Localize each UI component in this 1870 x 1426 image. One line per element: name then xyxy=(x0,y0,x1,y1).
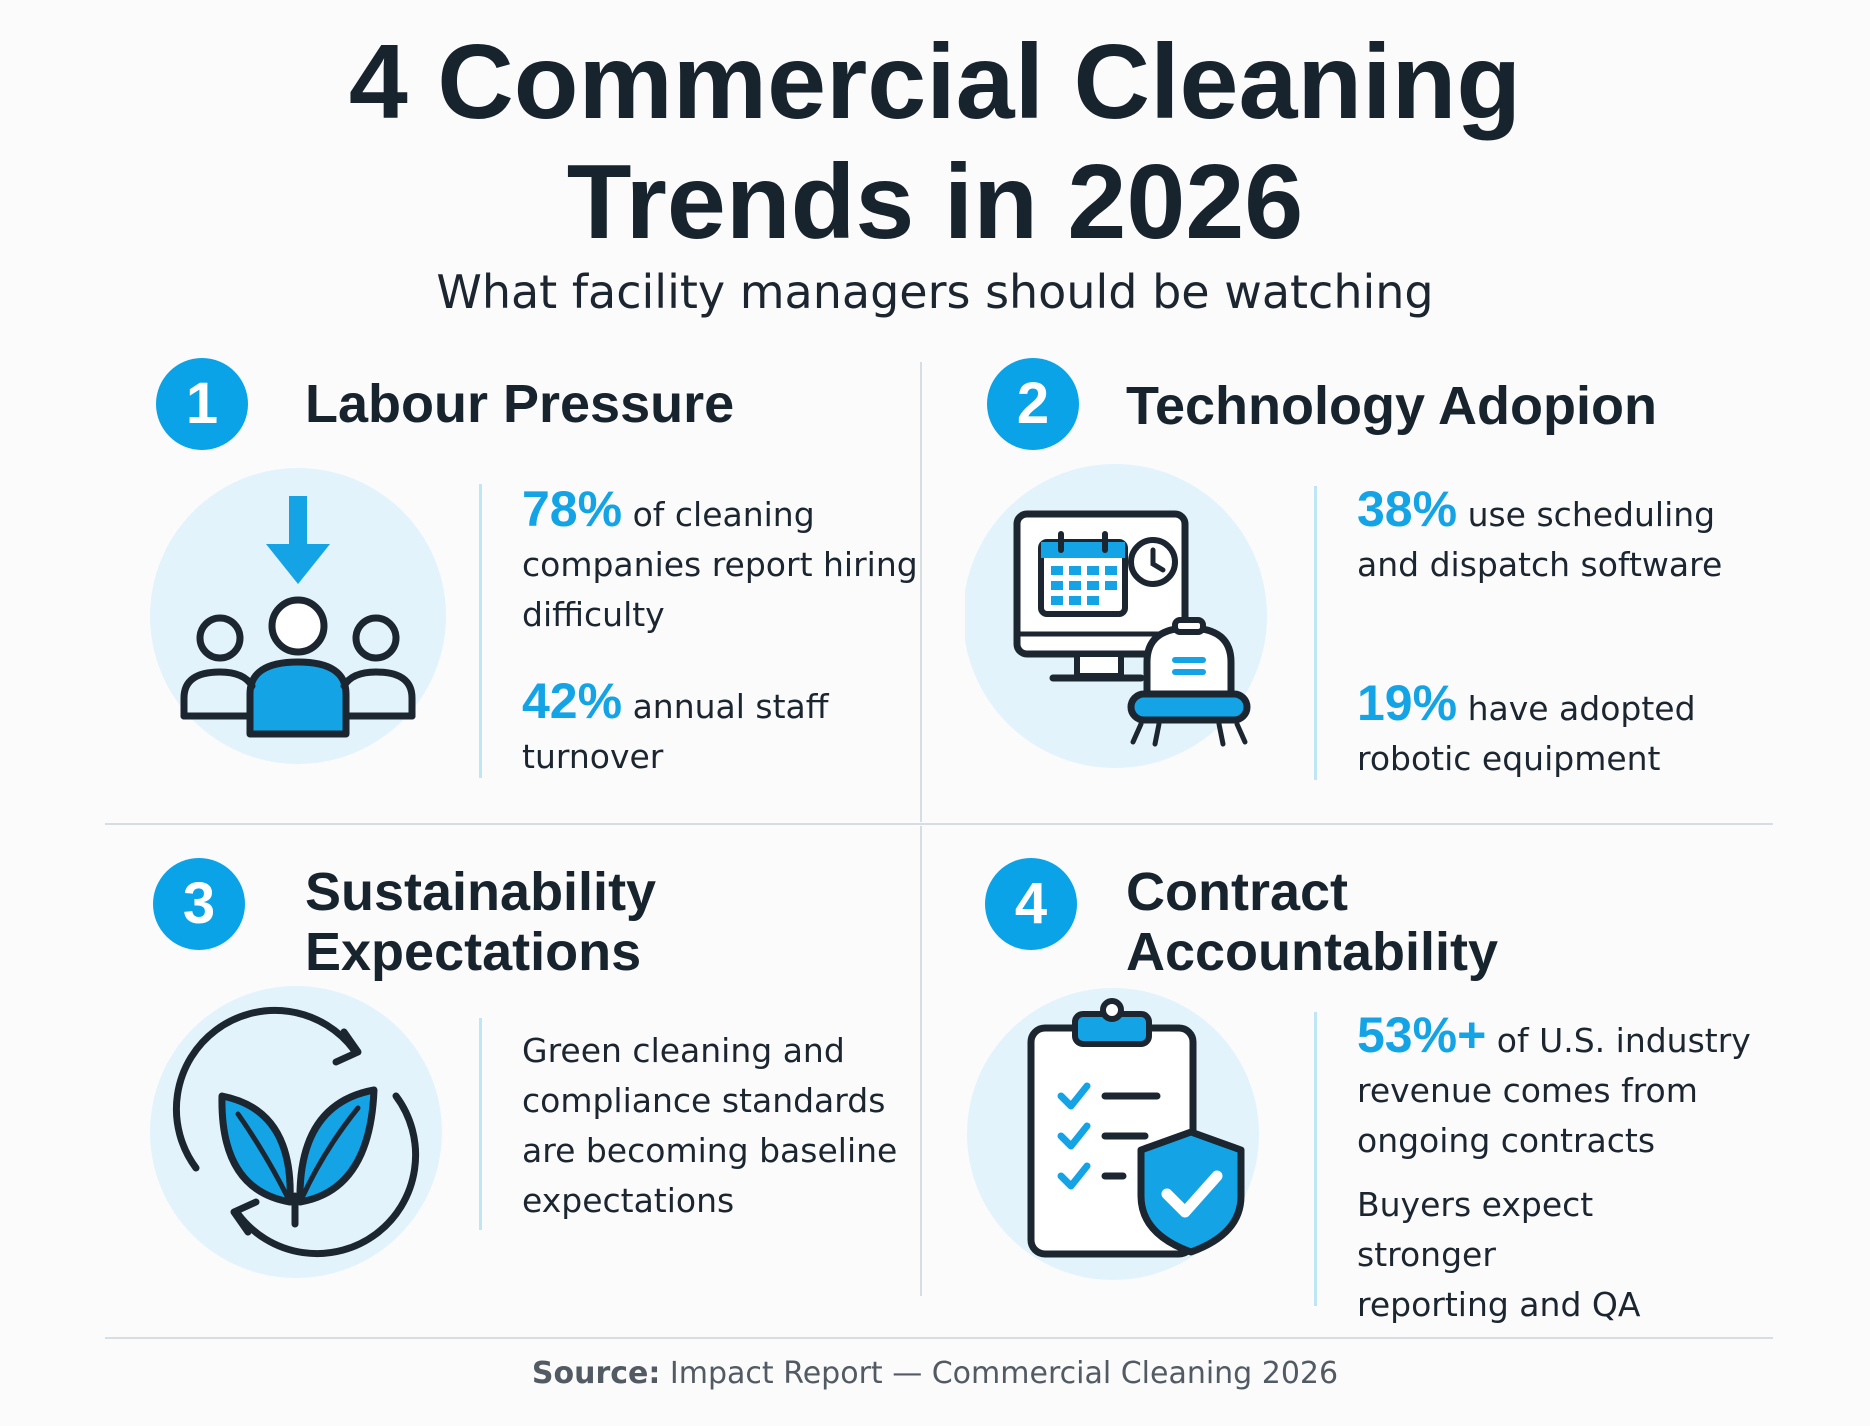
trend-title-line: Technology Adopion xyxy=(1126,376,1657,436)
trend-title: Technology Adopion xyxy=(1126,376,1657,436)
stat-accent-bar xyxy=(479,484,482,778)
title-line-1: 4 Commercial Cleaning xyxy=(348,23,1522,141)
stat-text: use scheduling and dispatch software xyxy=(1357,495,1723,584)
trend-title: Sustainability Expectations xyxy=(305,862,656,982)
trend-title-line: Contract xyxy=(1126,862,1349,922)
sustainability-description: Green cleaning and compliance standards … xyxy=(522,1031,898,1220)
stat-text: of U.S. industry revenue comes from ongo… xyxy=(1357,1021,1751,1160)
divider-middle xyxy=(105,823,1773,825)
trend-title-line: Labour Pressure xyxy=(305,374,735,434)
stat-value: 38% xyxy=(1357,481,1458,537)
trend-number-badge: 4 xyxy=(985,858,1077,950)
divider-bottom xyxy=(105,1337,1773,1339)
stat-value: 19% xyxy=(1357,675,1458,731)
trend-title-line: Expectations xyxy=(305,922,642,982)
stat-scheduling-software: 38% use scheduling and dispatch software xyxy=(1357,484,1777,590)
stat-text: annual staff turnover xyxy=(522,687,829,776)
divider-vertical-top xyxy=(920,362,922,822)
clipboard-shield-icon xyxy=(963,986,1263,1286)
page-subtitle: What facility managers should be watchin… xyxy=(436,265,1434,319)
stat-robotic-equipment: 19% have adopted robotic equipment xyxy=(1357,678,1777,784)
page-title: 4 Commercial Cleaning Trends in 2026 xyxy=(0,22,1870,262)
stat-contract-revenue: 53%+ of U.S. industry revenue comes from… xyxy=(1357,1010,1797,1166)
stat-text: have adopted robotic equipment xyxy=(1357,689,1696,778)
source-footer: Source: Impact Report — Commercial Clean… xyxy=(0,1356,1870,1391)
trend-number-badge: 1 xyxy=(156,358,248,450)
divider-vertical-bottom xyxy=(920,826,922,1296)
contract-description: Buyers expect stronger reporting and QA xyxy=(1357,1185,1641,1324)
stat-value: 53%+ xyxy=(1357,1007,1487,1063)
trend-title: Labour Pressure xyxy=(305,374,734,434)
stat-hiring-difficulty: 78% of cleaning companies report hiring … xyxy=(522,484,942,640)
stat-text: of cleaning companies report hiring diff… xyxy=(522,495,918,634)
source-label: Source: xyxy=(531,1356,661,1391)
paragraph-accent-bar xyxy=(479,1018,482,1230)
stat-value: 42% xyxy=(522,673,623,729)
source-text: Impact Report — Commercial Cleaning 2026 xyxy=(669,1356,1339,1391)
stat-accent-bar xyxy=(1314,486,1317,780)
trend-number-badge: 3 xyxy=(153,858,245,950)
title-line-2: Trends in 2026 xyxy=(566,143,1304,261)
trend-number-badge: 2 xyxy=(987,358,1079,450)
workforce-decline-icon xyxy=(148,466,448,766)
trend-title-line: Sustainability xyxy=(305,862,657,922)
stat-accent-bar xyxy=(1314,1012,1317,1306)
recycle-leaf-icon xyxy=(148,984,444,1280)
stat-staff-turnover: 42% annual staff turnover xyxy=(522,676,942,782)
scheduling-robot-icon xyxy=(965,462,1275,782)
stat-value: 78% xyxy=(522,481,623,537)
trend-title-line: Accountability xyxy=(1126,922,1499,982)
trend-title: Contract Accountability xyxy=(1126,862,1498,982)
